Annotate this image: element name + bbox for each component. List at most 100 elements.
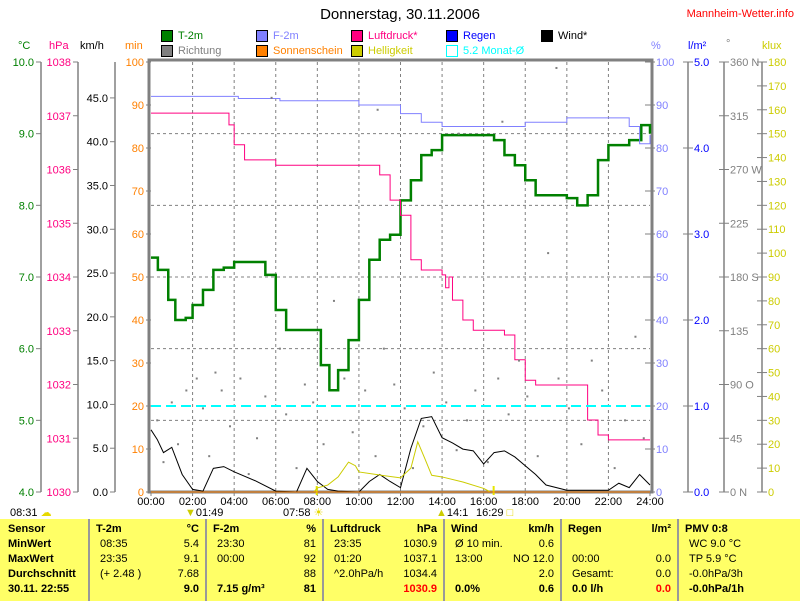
cell-value: 0.0 — [655, 553, 671, 565]
sunrise-time: 07:58 — [283, 507, 311, 519]
chart-title: Donnerstag, 30.11.2006 — [320, 6, 480, 23]
cell-time: 7.15 g/m³ — [217, 583, 265, 595]
moonset-info: ▼01:49 — [185, 507, 223, 519]
legend-item: Regen — [446, 30, 495, 42]
axis-tick-label-klux: 0 — [768, 487, 774, 499]
column-header: Regen — [568, 523, 602, 535]
row-label: MinWert — [8, 538, 52, 550]
axis-tick-label-hpa: 1031 — [47, 433, 71, 445]
series-luftdruck- — [151, 112, 650, 441]
direction-point — [177, 443, 180, 446]
axis-tick-label-klux: 130 — [768, 176, 786, 188]
column-header: T-2m — [96, 523, 122, 535]
sunset-info: 16:29 □ — [476, 507, 513, 519]
x-tick-label: 24:00 — [636, 496, 664, 508]
axis-tick-label-degree: 360 N — [730, 57, 759, 69]
x-tick-label: 08:00 — [304, 496, 332, 508]
direction-point — [376, 108, 379, 111]
cell-value: 9.0 — [183, 583, 199, 595]
axis-tick-label-min: 60 — [132, 229, 144, 241]
stats-table: Sensor MinWert MaxWert Durchschnitt 30.11. 2… — [0, 519, 800, 601]
axis-tick-label-klux: 110 — [768, 224, 786, 236]
axis-tick-label-rain: 0.0 — [694, 487, 709, 499]
direction-point — [567, 407, 570, 410]
axis-tick-label-celsius: 7.0 — [19, 272, 34, 284]
column-unit: % — [306, 523, 316, 535]
axis-tick-label-degree: 270 W — [730, 165, 762, 177]
legend-item: F-2m — [256, 30, 299, 42]
cell-value: 92 — [303, 553, 316, 565]
x-tick-label: 16:00 — [470, 496, 498, 508]
x-tick-label: 06:00 — [262, 496, 290, 508]
table-column: Wind km/h Ø 10 min. 0.6 13:00 NO 12.0 2.0 0.0% 0… — [443, 519, 560, 601]
table-column: F-2m% 23:30 81 00:00 92 88 7.15 g/m³ 81 — [205, 519, 322, 601]
axis-tick-label-min: 90 — [132, 100, 144, 112]
axis-tick-label-percent: 0 — [656, 487, 662, 499]
axis-tick-label-min: 30 — [132, 358, 144, 370]
axis-tick-label-klux: 80 — [768, 296, 780, 308]
cell-value: 1034.4 — [403, 568, 437, 580]
direction-point — [351, 431, 354, 434]
moonrise-icon: ▲ — [436, 507, 447, 519]
axis-tick-label-rain: 1.0 — [694, 401, 709, 413]
direction-point — [422, 425, 425, 428]
direction-point — [239, 377, 242, 380]
direction-point — [486, 461, 489, 464]
x-tick-label: 04:00 — [220, 496, 248, 508]
cell-time: 0.0 l/h — [572, 583, 604, 595]
direction-point — [278, 347, 281, 350]
series-helligkeit — [313, 440, 491, 493]
cell-time: 00:00 — [572, 553, 600, 565]
axis-tick-label-klux: 70 — [768, 320, 780, 332]
legend-label: T-2m — [178, 30, 204, 42]
axis-tick-label-celsius: 9.0 — [19, 129, 34, 141]
cell-value: 1030.9 — [403, 538, 437, 550]
axis-tick-label-klux: 90 — [768, 272, 780, 284]
direction-point — [466, 419, 469, 422]
axis-tick-label-kmh: 25.0 — [87, 268, 108, 280]
cell-time: 13:00 — [455, 553, 483, 565]
direction-point — [634, 335, 637, 338]
axis-tick-label-hpa: 1034 — [47, 272, 71, 284]
axis-tick-label-klux: 60 — [768, 344, 780, 356]
site-link[interactable]: Mannheim-Wetter.info — [686, 8, 794, 20]
legend-item: Luftdruck* — [351, 30, 418, 42]
axis-tick-label-rain: 5.0 — [694, 57, 709, 69]
axis-tick-label-hpa: 1037 — [47, 111, 71, 123]
cell-time: 08:35 — [100, 538, 128, 550]
cell-time: -0.0hPa/1h — [689, 583, 745, 595]
legend-item: Sonnenschein — [256, 45, 343, 57]
direction-point — [432, 371, 435, 374]
series-f-2m — [151, 95, 651, 145]
direction-point — [303, 383, 306, 386]
direction-point — [256, 437, 259, 440]
axis-tick-label-hpa: 1030 — [47, 487, 71, 499]
cell-time: TP 5.9 °C — [689, 553, 737, 565]
axis-tick-label-percent: 20 — [656, 401, 668, 413]
axis-tick-label-kmh: 10.0 — [87, 399, 108, 411]
unit-degree: ° — [726, 38, 731, 50]
axis-tick-label-min: 50 — [132, 272, 144, 284]
direction-point — [536, 455, 539, 458]
table-column: PMV 0:8 WC 9.0 °C TP 5.9 °C -0.0hPa/3h -0.0h… — [677, 519, 800, 601]
legend-swatch — [446, 45, 458, 57]
axis-tick-label-klux: 20 — [768, 439, 780, 451]
direction-point — [411, 467, 414, 470]
left-time: 08:31 — [10, 507, 38, 519]
direction-point — [247, 473, 250, 476]
axis-tick-label-degree: 0 N — [730, 487, 747, 499]
axis-tick-label-rain: 2.0 — [694, 315, 709, 327]
x-tick-label: 12:00 — [387, 496, 415, 508]
cell-value: 1037.1 — [403, 553, 437, 565]
cell-time: ^2.0hPa/h — [334, 568, 384, 580]
direction-point — [526, 395, 529, 398]
unit-rain: l/m² — [688, 40, 707, 52]
direction-point — [393, 383, 396, 386]
direction-point — [445, 401, 448, 404]
direction-point — [590, 359, 593, 362]
axis-tick-label-klux: 140 — [768, 153, 786, 165]
axis-tick-label-kmh: 0.0 — [93, 487, 108, 499]
direction-point — [507, 413, 510, 416]
cell-value: 0.0 — [655, 568, 671, 580]
legend-item: Richtung — [161, 45, 221, 57]
